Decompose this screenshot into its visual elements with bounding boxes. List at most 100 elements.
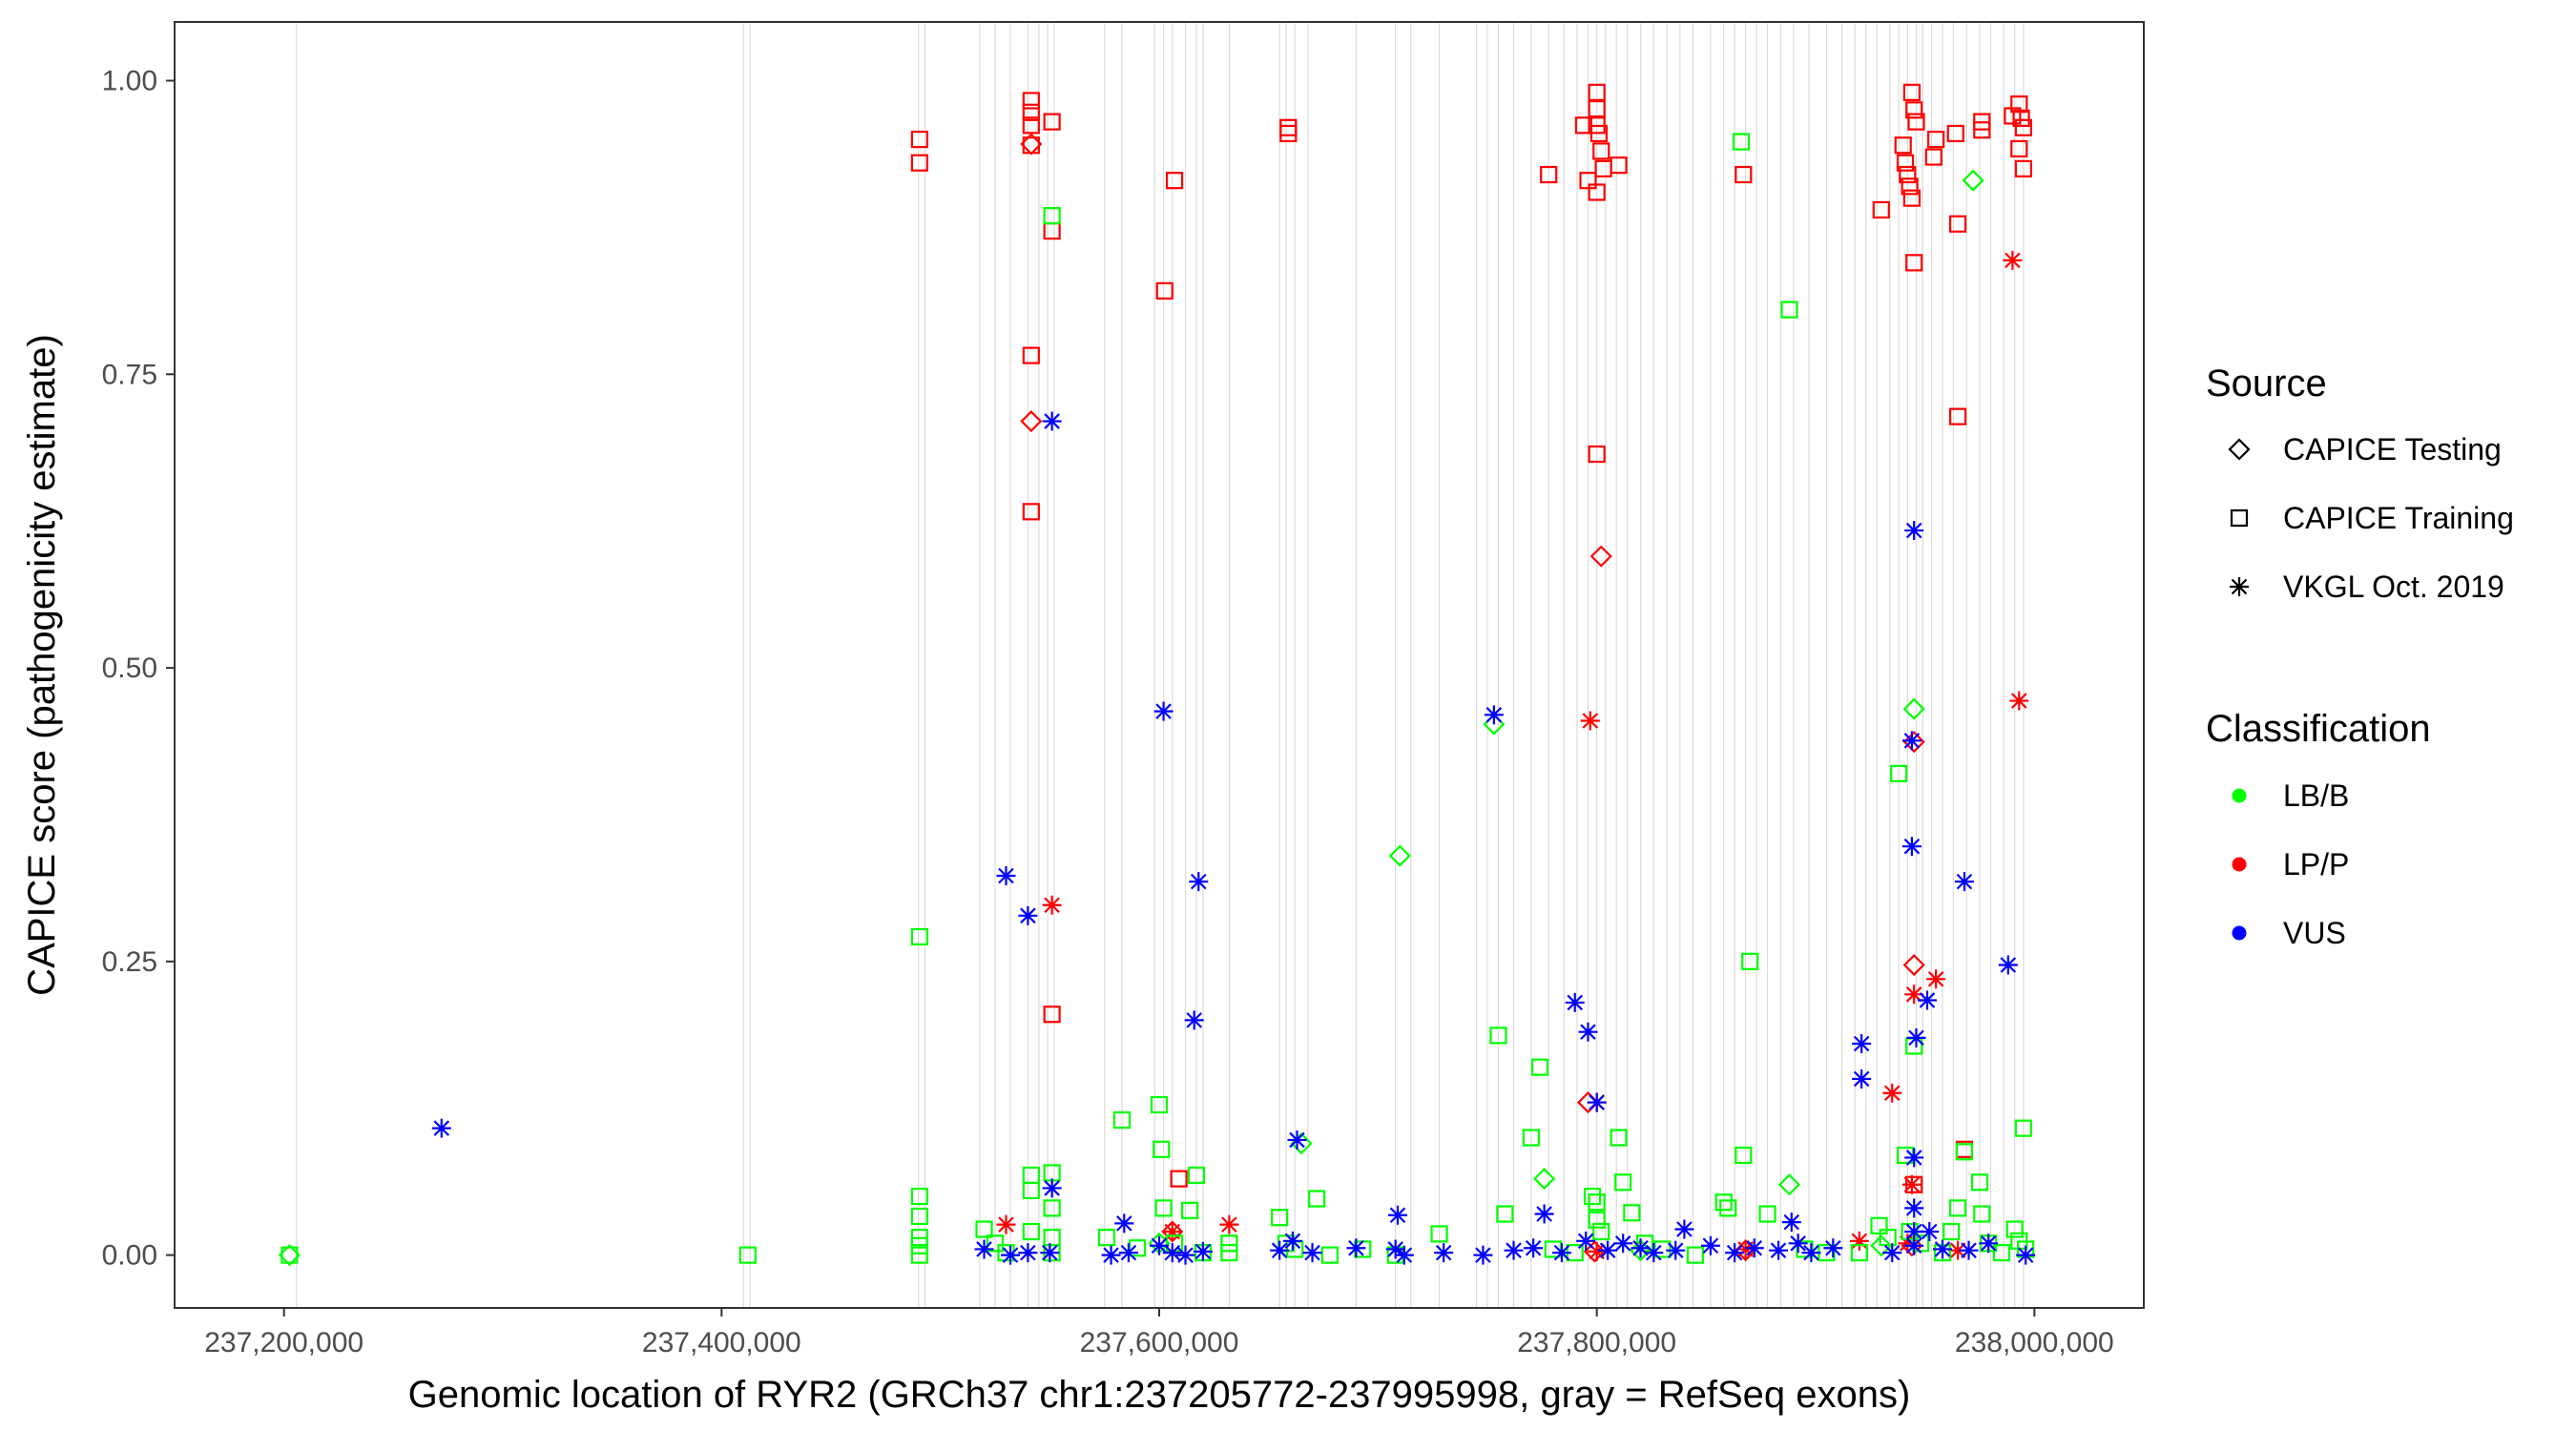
- data-point: [1473, 1245, 1493, 1265]
- data-point: [1870, 1216, 1888, 1234]
- legend-class-items: LB/B LP/P VUS: [2232, 778, 2349, 950]
- data-point: [2004, 107, 2022, 125]
- data-point: [1114, 1213, 1134, 1234]
- data-point: [2012, 109, 2030, 128]
- data-point: [1801, 1243, 1821, 1263]
- legend-class-label: VUS: [2283, 916, 2346, 950]
- data-point: [1623, 1204, 1641, 1222]
- legend-source-items: CAPICE Testing CAPICE Training VKGL Oct. 2…: [2228, 432, 2514, 604]
- y-axis: 0.00 0.25 0.50 0.75 1.00: [102, 66, 175, 1272]
- data-point: [1992, 1244, 2011, 1262]
- data-point: [1902, 731, 1925, 754]
- y-tick-label: 0.75: [102, 359, 157, 390]
- data-point: [1018, 905, 1038, 925]
- data-point: [1287, 1130, 1307, 1150]
- data-point: [1588, 183, 1606, 201]
- data-point: [1882, 1243, 1902, 1263]
- data-point: [1741, 952, 1759, 970]
- data-point: [910, 1246, 928, 1264]
- legend-source-label: CAPICE Testing: [2283, 432, 2502, 467]
- data-point: [2010, 139, 2028, 158]
- data-point: [1901, 731, 1922, 751]
- data-point: [1097, 1229, 1116, 1247]
- x-tick-label: 238,000,000: [1955, 1327, 2114, 1358]
- data-point: [1758, 1205, 1776, 1223]
- data-point: [910, 1207, 928, 1226]
- data-point: [1905, 254, 1923, 272]
- data-point: [1588, 1193, 1606, 1212]
- data-point: [1594, 159, 1612, 177]
- data-point: [1022, 1166, 1040, 1184]
- data-point: [1686, 1246, 1704, 1264]
- legend-source-label: CAPICE Training: [2283, 501, 2514, 535]
- data-point: [1434, 1243, 1454, 1263]
- data-point: [278, 1244, 301, 1267]
- data-point: [1894, 136, 1912, 155]
- y-tick-label: 0.25: [102, 946, 157, 978]
- data-point: [1184, 1010, 1204, 1030]
- data-point: [1551, 1243, 1571, 1263]
- legend-classification-title: Classification: [2206, 708, 2431, 750]
- data-point: [1394, 1245, 1414, 1265]
- data-point: [996, 865, 1016, 885]
- data-point: [1576, 1231, 1596, 1251]
- data-point: [1899, 165, 1917, 184]
- data-point: [1653, 1240, 1672, 1258]
- y-axis-title: CAPICE score (pathogenicity estimate): [21, 334, 63, 996]
- data-point: [1896, 154, 1915, 172]
- data-point: [1165, 172, 1184, 190]
- data-point: [1484, 705, 1504, 725]
- data-point: [1948, 407, 1967, 425]
- data-point: [1128, 1239, 1147, 1257]
- data-point: [1631, 1238, 1651, 1258]
- data-point: [1587, 1241, 1607, 1261]
- data-point: [1592, 1222, 1610, 1241]
- data-point: [1504, 1240, 1524, 1260]
- data-point: [1823, 1238, 1843, 1258]
- legend-source-key-asterisk: [2230, 577, 2249, 596]
- data-point: [1043, 222, 1061, 240]
- data-point: [1598, 1240, 1618, 1260]
- data-point: [1849, 1231, 1869, 1251]
- data-point: [1530, 1058, 1549, 1076]
- data-point: [1579, 172, 1597, 190]
- data-point: [1153, 701, 1174, 721]
- data-point: [1948, 215, 1967, 233]
- data-point: [1902, 953, 1925, 977]
- data-point: [1700, 1235, 1720, 1255]
- data-point: [1959, 1240, 1979, 1260]
- data-point: [1719, 1199, 1737, 1217]
- data-point: [1022, 116, 1040, 135]
- data-point: [1043, 113, 1061, 131]
- data-point: [1589, 124, 1609, 143]
- data-point: [1588, 83, 1606, 101]
- x-tick-label: 237,800,000: [1517, 1327, 1676, 1358]
- data-point: [1924, 148, 1942, 166]
- data-point: [1927, 131, 1945, 149]
- data-point: [1022, 503, 1040, 521]
- data-point: [1904, 1221, 1924, 1241]
- data-point: [1320, 1246, 1339, 1264]
- data-point: [1780, 301, 1798, 319]
- data-point: [1302, 1243, 1322, 1263]
- x-tick-label: 237,200,000: [204, 1327, 364, 1358]
- data-point: [1175, 1245, 1195, 1265]
- data-point: [1308, 1190, 1326, 1208]
- data-point: [986, 1234, 1005, 1253]
- data-point: [1781, 1213, 1801, 1233]
- data-point: [1001, 1245, 1021, 1265]
- exon-lines: [296, 22, 2025, 1308]
- data-point: [1796, 1240, 1814, 1258]
- data-point: [1613, 1234, 1633, 1254]
- legend-class-label: LB/B: [2283, 778, 2349, 813]
- data-point: [1279, 124, 1298, 143]
- legend-class-key-dot: [2232, 925, 2247, 941]
- data-point: [1852, 1068, 1872, 1089]
- data-point: [1954, 872, 1974, 892]
- data-point: [1162, 1221, 1182, 1241]
- y-tick-label: 1.00: [102, 66, 157, 97]
- data-point: [1042, 411, 1062, 431]
- data-point: [1565, 992, 1585, 1012]
- data-point: [1187, 1166, 1206, 1184]
- data-point: [910, 1236, 928, 1255]
